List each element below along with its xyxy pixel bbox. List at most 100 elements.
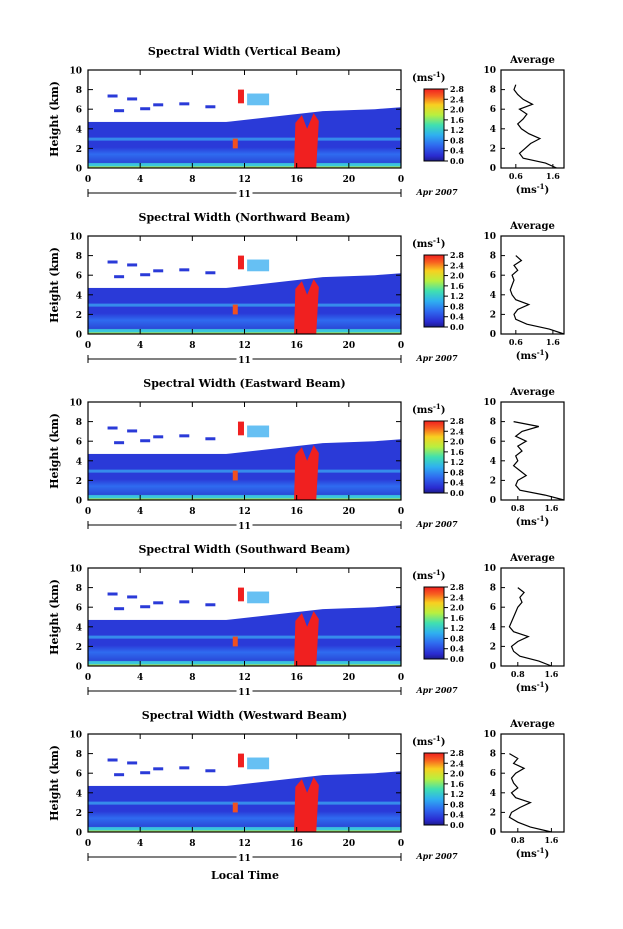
upper-echo-patch <box>179 434 190 438</box>
average-x-tick-label: 0.8 <box>511 503 525 513</box>
average-profile-line <box>513 84 557 169</box>
y-tick-label: 0 <box>76 497 82 507</box>
average-y-tick-label: 8 <box>490 750 496 760</box>
average-x-tick-label: 0.6 <box>509 337 523 347</box>
x-tick-label: 16 <box>290 839 303 849</box>
y-tick-label: 10 <box>69 67 82 77</box>
panel-4: Spectral Width (Westward Beam) 0 2 4 6 8 10 Hei… <box>48 709 565 864</box>
upper-echo-patch <box>205 437 216 441</box>
x-tick-label: 4 <box>137 507 143 517</box>
day-label-bg <box>236 353 253 365</box>
average-y-tick-label: 0 <box>490 496 496 506</box>
y-tick-label: 6 <box>76 604 82 614</box>
y-tick-label: 10 <box>69 731 82 741</box>
echo-band <box>88 635 401 639</box>
y-tick-label: 2 <box>76 643 82 653</box>
y-axis-label: Height (km) <box>48 81 61 157</box>
x-tick-label: 0 <box>398 175 404 185</box>
x-tick-label: 8 <box>189 839 195 849</box>
x-tick-label: 12 <box>238 175 251 185</box>
colorbar-tick-label: 1.2 <box>450 623 464 633</box>
average-x-label: (ms-1) <box>516 348 549 362</box>
average-y-tick-label: 4 <box>490 623 496 633</box>
upper-echo-patch <box>107 592 118 596</box>
upper-echo-patch <box>179 268 190 272</box>
y-tick-label: 4 <box>76 291 82 301</box>
average-y-tick-label: 6 <box>490 769 496 779</box>
upper-turbulence <box>247 591 270 604</box>
upper-turbulence <box>247 93 270 106</box>
x-tick-label: 0 <box>398 507 404 517</box>
colorbar-tick-label: 1.2 <box>450 125 464 135</box>
high-width-region <box>232 802 238 813</box>
average-y-tick-label: 6 <box>490 271 496 281</box>
average-x-label: (ms-1) <box>516 182 549 196</box>
colorbar-unit: (ms-1) <box>412 70 445 84</box>
colorbar-unit: (ms-1) <box>412 734 445 748</box>
x-tick-label: 0 <box>85 175 91 185</box>
panel-title: Spectral Width (Eastward Beam) <box>143 377 345 390</box>
panel-title: Spectral Width (Southward Beam) <box>138 543 350 556</box>
colorbar-tick-label: 2.8 <box>450 416 464 426</box>
y-tick-label: 10 <box>69 565 82 575</box>
average-y-tick-label: 0 <box>490 330 496 340</box>
day-label: 11 <box>238 854 251 864</box>
x-tick-label: 20 <box>343 507 356 517</box>
panel-2: Spectral Width (Eastward Beam) 0 2 4 6 8 10 Hei… <box>48 377 565 532</box>
upper-echo-patch <box>127 595 138 599</box>
colorbar-unit: (ms-1) <box>412 568 445 582</box>
colorbar-tick-label: 2.4 <box>450 592 464 602</box>
y-tick-label: 0 <box>76 165 82 175</box>
average-x-label-base: (ms <box>516 683 537 694</box>
colorbar-unit-base: (ms <box>412 571 433 582</box>
colorbar-tick-label: 0.4 <box>450 312 464 322</box>
x-tick-label: 8 <box>189 507 195 517</box>
y-tick-label: 0 <box>76 829 82 839</box>
day-label: 11 <box>238 356 251 366</box>
panel-0: Spectral Width (Vertical Beam) 0 2 4 6 8 10 Hei… <box>48 45 565 200</box>
colorbar <box>423 254 445 328</box>
average-title: Average <box>509 55 555 66</box>
x-tick-label: 4 <box>137 839 143 849</box>
colorbar-tick-label: 2.0 <box>450 603 464 613</box>
colorbar-tick-label: 0.8 <box>450 301 464 311</box>
high-width-region <box>294 777 319 832</box>
y-tick-label: 4 <box>76 125 82 135</box>
average-y-tick-label: 2 <box>490 476 496 486</box>
average-y-tick-label: 6 <box>490 437 496 447</box>
date-label: Apr 2007 <box>415 353 458 363</box>
x-tick-label: 4 <box>137 673 143 683</box>
y-axis-label: Height (km) <box>48 579 61 655</box>
upper-echo-patch <box>179 600 190 604</box>
colorbar-unit-close: ) <box>441 737 446 748</box>
average-profile-line <box>509 255 565 335</box>
panel-3: Spectral Width (Southward Beam) 0 2 4 6 8 10 He… <box>48 543 565 698</box>
x-tick-label: 0 <box>398 341 404 351</box>
x-tick-label: 20 <box>343 175 356 185</box>
colorbar-tick-label: 1.6 <box>450 115 464 125</box>
average-x-label: (ms-1) <box>516 680 549 694</box>
upper-echo-layer <box>88 605 401 622</box>
heatmap-field <box>88 453 401 500</box>
upper-turbulence <box>247 757 270 770</box>
upper-echo-layer <box>88 273 401 290</box>
colorbar-unit-base: (ms <box>412 239 433 250</box>
y-tick-label: 2 <box>76 311 82 321</box>
upper-echo-patch <box>114 773 125 777</box>
average-y-tick-label: 0 <box>490 662 496 672</box>
average-title: Average <box>509 719 555 730</box>
upper-echo-patch <box>127 761 138 765</box>
upper-echo-patch <box>179 766 190 770</box>
average-y-tick-label: 8 <box>490 252 496 262</box>
colorbar-tick-label: 2.0 <box>450 105 464 115</box>
upper-echo-patch <box>107 758 118 762</box>
average-frame <box>500 235 565 335</box>
panel-title: Spectral Width (Westward Beam) <box>142 709 347 722</box>
upper-echo-patch <box>140 771 151 775</box>
x-tick-label: 8 <box>189 175 195 185</box>
colorbar-unit-close: ) <box>441 571 446 582</box>
x-tick-label: 20 <box>343 673 356 683</box>
average-y-tick-label: 10 <box>483 730 496 740</box>
colorbar-tick-label: 2.8 <box>450 250 464 260</box>
y-tick-label: 0 <box>76 663 82 673</box>
